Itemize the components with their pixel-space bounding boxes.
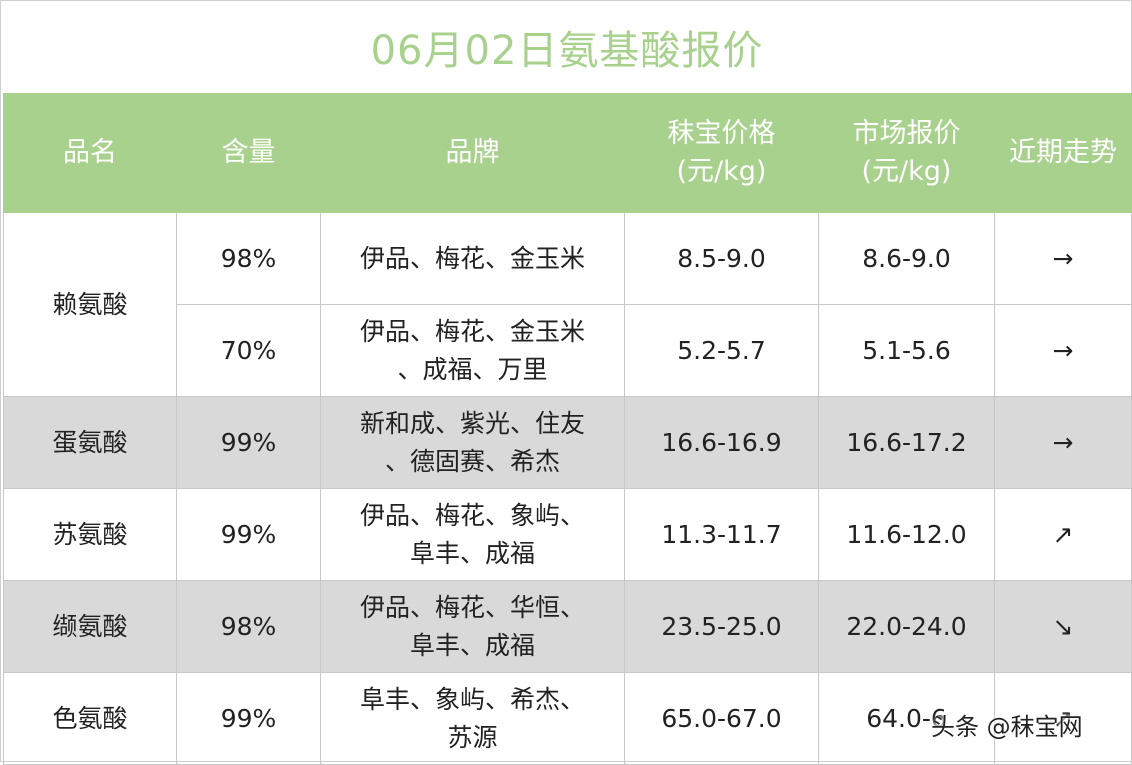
- trend-up-icon: ↗: [994, 488, 1132, 581]
- row-content: 98%: [176, 580, 321, 673]
- row-content: 99%: [176, 488, 321, 581]
- brand-line: 新和成、紫光、住友: [359, 408, 585, 438]
- row-name: 缬氨酸: [3, 580, 177, 673]
- row-price: 11.3-11.7: [624, 488, 819, 581]
- row-brand: 伊品、梅花、象屿、 阜丰、成福: [320, 488, 625, 581]
- header-name: 品名: [3, 93, 177, 213]
- watermark: 头条 @秣宝网: [931, 713, 1083, 741]
- page-title: 06月02日氨基酸报价: [370, 28, 764, 74]
- table-row: 赖氨酸 98% 伊品、梅花、金玉米 8.5-9.0 8.6-9.0 →: [3, 212, 1132, 397]
- brand-line: 伊品、梅花、华恒、: [359, 592, 585, 622]
- row-price: 65.0-67.0: [624, 672, 819, 765]
- header-price: 秣宝价格 (元/kg): [624, 93, 819, 213]
- row-brand: 阜丰、象屿、希杰、 苏源: [320, 672, 625, 765]
- row-market: 8.6-9.0: [818, 212, 995, 305]
- row-name: 蛋氨酸: [3, 396, 177, 489]
- brand-line: 伊品、梅花、象屿、: [359, 500, 585, 530]
- row-market: 16.6-17.2: [818, 396, 995, 489]
- brand-line: 伊品、梅花、金玉米: [359, 316, 585, 346]
- header-price-line2: (元/kg): [676, 156, 767, 187]
- trend-flat-icon: →: [994, 304, 1132, 397]
- row-brand: 伊品、梅花、金玉米: [320, 212, 625, 305]
- row-price: 16.6-16.9: [624, 396, 819, 489]
- row-content: 99%: [176, 672, 321, 765]
- table-row: 色氨酸 99% 阜丰、象屿、希杰、 苏源 65.0-67.0 64.0-6 ↗: [3, 672, 1132, 765]
- brand-line: 阜丰、成福: [409, 630, 535, 660]
- trend-flat-icon: →: [994, 396, 1132, 489]
- row-market: 11.6-12.0: [818, 488, 995, 581]
- row-price: 5.2-5.7: [624, 304, 819, 397]
- header-content: 含量: [176, 93, 321, 213]
- header-market-line2: (元/kg): [861, 156, 952, 187]
- row-price: 8.5-9.0: [624, 212, 819, 305]
- header-trend: 近期走势: [994, 93, 1132, 213]
- table-header-row: 品名 含量 品牌 秣宝价格 (元/kg) 市场报价 (元/kg) 近期走势: [3, 93, 1132, 213]
- row-brand: 伊品、梅花、金玉米 、成福、万里: [320, 304, 625, 397]
- brand-line: 阜丰、象屿、希杰、: [359, 684, 585, 714]
- row-market: 64.0-6: [818, 672, 995, 765]
- table-row: 蛋氨酸 99% 新和成、紫光、住友 、德固赛、希杰 16.6-16.9 16.6…: [3, 396, 1132, 489]
- header-market: 市场报价 (元/kg): [818, 93, 995, 213]
- header-market-line1: 市场报价: [852, 118, 961, 149]
- row-content: 98%: [176, 212, 321, 305]
- brand-line: 苏源: [447, 722, 498, 752]
- brand-line: 伊品、梅花、金玉米: [359, 243, 585, 273]
- trend-down-icon: ↘: [994, 580, 1132, 673]
- brand-line: 、成福、万里: [397, 354, 548, 384]
- table-row: 苏氨酸 99% 伊品、梅花、象屿、 阜丰、成福 11.3-11.7 11.6-1…: [3, 488, 1132, 581]
- row-name: 苏氨酸: [3, 488, 177, 581]
- row-market: 5.1-5.6: [818, 304, 995, 397]
- row-content: 99%: [176, 396, 321, 489]
- trend-up-icon: ↗: [994, 672, 1132, 765]
- brand-line: 阜丰、成福: [409, 538, 535, 568]
- header-brand: 品牌: [320, 93, 625, 213]
- header-price-line1: 秣宝价格: [667, 118, 776, 149]
- row-price: 23.5-25.0: [624, 580, 819, 673]
- row-brand: 伊品、梅花、华恒、 阜丰、成福: [320, 580, 625, 673]
- amino-acid-price-table: 品名 含量 品牌 秣宝价格 (元/kg) 市场报价 (元/kg) 近期走势 赖氨…: [3, 93, 1132, 765]
- trend-flat-icon: →: [994, 212, 1132, 305]
- row-name: 色氨酸: [3, 672, 177, 765]
- row-content: 70%: [176, 304, 321, 397]
- table-row: 70% 伊品、梅花、金玉米 、成福、万里 5.2-5.7 5.1-5.6 →: [4, 304, 1132, 397]
- row-market: 22.0-24.0: [818, 580, 995, 673]
- row-name: 赖氨酸: [3, 212, 177, 397]
- brand-line: 、德固赛、希杰: [384, 446, 560, 476]
- row-brand: 新和成、紫光、住友 、德固赛、希杰: [320, 396, 625, 489]
- table-row: 缬氨酸 98% 伊品、梅花、华恒、 阜丰、成福 23.5-25.0 22.0-2…: [3, 580, 1132, 673]
